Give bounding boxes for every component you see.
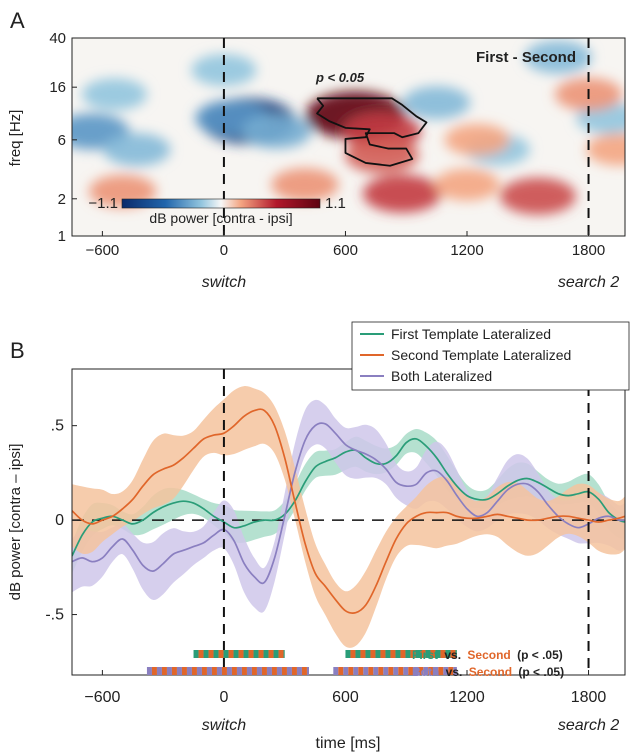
heatmap-event-label-0: switch: [202, 274, 247, 291]
heatmap-x-tick-label-4: 1800: [572, 242, 605, 259]
sig-bar-row-2-seg-2: [333, 667, 457, 675]
sig-bar-row-1-seg-2: [345, 650, 457, 658]
sig-row-2-vs: vs.: [446, 665, 463, 679]
confidence-bands: [72, 386, 625, 648]
line-event-label-1: search 2: [558, 717, 619, 734]
sig-row-2-label-a: Both: [412, 665, 439, 679]
legend-label-second: Second Template Lateralized: [391, 347, 571, 363]
heatmap-title: First - Second: [476, 49, 576, 66]
series-lines: [72, 408, 625, 614]
band-second: [72, 386, 625, 648]
line-x-tick-label-3: 1200: [449, 689, 485, 706]
line-axes: −600 0 600 1200 1800 -.5 0 .5 switch search 2: [45, 368, 626, 734]
heatmap-blob-13: [344, 137, 419, 174]
line-x-tick-label-2: 600: [332, 689, 359, 706]
heatmap-y-tick-label-1: 2: [58, 191, 66, 208]
heatmap-blob-6: [81, 78, 148, 111]
line-x-axis-label: time [ms]: [316, 735, 381, 752]
heatmap-x-tick-label-1: 0: [220, 242, 228, 259]
heatmap-blobs: [72, 40, 625, 215]
line-x-tick-label-0: −600: [84, 689, 120, 706]
heatmap-blob-5: [103, 133, 171, 167]
series-line-first: [72, 437, 625, 557]
heatmap-blob-19: [271, 168, 339, 202]
significance-labels: First vs. Second (p < .05) Both vs. Seco…: [412, 648, 564, 679]
sig-row-1-text: First vs. Second (p < .05): [412, 648, 563, 662]
colorbar-min-label: −1.1: [88, 195, 118, 212]
heatmap-blob-17: [444, 123, 510, 156]
heatmap-y-axis-label: freq [Hz]: [7, 110, 24, 167]
legend: First Template Lateralized Second Templat…: [351, 321, 630, 391]
heatmap-y-tick-label-3: 16: [49, 79, 66, 96]
heatmap-event-label-1: search 2: [558, 274, 619, 291]
colorbar-label: dB power [contra - ipsi]: [149, 210, 292, 226]
heatmap-blob-3: [191, 54, 257, 87]
panel-a-label: A: [10, 8, 25, 33]
series-line-second: [72, 408, 625, 614]
legend-box: [351, 321, 630, 391]
heatmap-axes: −600 0 600 1200 1800 1 2 6 16 40 switch search 2: [49, 30, 626, 291]
heatmap-frame: [71, 37, 626, 237]
sig-bar-row-1-seg-1: [193, 650, 285, 658]
sig-row-1-p: (p < .05): [517, 648, 563, 662]
heatmap-area: [72, 38, 625, 236]
sig-row-2-text: Both vs. Second (p < .05): [412, 665, 564, 679]
heatmap-blob-9: [524, 40, 592, 74]
sig-bar-row-2-seg-1: [146, 667, 309, 675]
heatmap-y-tick-label-4: 40: [49, 30, 66, 47]
heatmap-blob-21: [586, 133, 625, 166]
sig-row-2-p: (p < .05): [518, 665, 564, 679]
sig-row-2-label-b: Second: [469, 665, 512, 679]
sig-row-1-label-a: First: [412, 648, 438, 662]
line-y-tick-label-1: 0: [55, 512, 64, 529]
heatmap-blob-15: [499, 177, 576, 215]
line-y-axis-label: dB power [contra – ipsi]: [7, 444, 24, 601]
heatmap-x-tick-label-3: 1200: [450, 242, 483, 259]
significance-contour: [316, 97, 428, 167]
line-x-tick-label-1: 0: [219, 689, 228, 706]
colorbar-max-label: 1.1: [325, 195, 346, 212]
heatmap-blob-7: [402, 86, 471, 120]
legend-label-both: Both Lateralized: [391, 368, 492, 384]
line-plot-area: [72, 386, 625, 648]
line-x-tick-label-4: 1800: [571, 689, 607, 706]
heatmap-blob-2: [241, 114, 312, 149]
heatmap-x-tick-label-2: 600: [333, 242, 358, 259]
series-line-both: [72, 422, 625, 585]
heatmap-x-tick-label-0: −600: [85, 242, 119, 259]
sig-row-1-vs: vs.: [444, 648, 461, 662]
significance-label: p < 0.05: [315, 70, 365, 85]
line-event-label-0: switch: [202, 717, 247, 734]
line-y-tick-label-2: .5: [51, 418, 64, 435]
line-y-tick-label-0: -.5: [45, 607, 64, 624]
significance-bars: [146, 650, 457, 675]
heatmap-blob-16: [434, 168, 500, 201]
heatmap-y-tick-label-2: 6: [58, 132, 66, 149]
heatmap-blob-14: [362, 174, 442, 213]
colorbar: [121, 198, 321, 209]
sig-row-1-label-b: Second: [467, 648, 510, 662]
panel-b-label: B: [10, 338, 25, 363]
legend-label-first: First Template Lateralized: [391, 326, 551, 342]
heatmap-y-tick-label-0: 1: [58, 228, 66, 245]
